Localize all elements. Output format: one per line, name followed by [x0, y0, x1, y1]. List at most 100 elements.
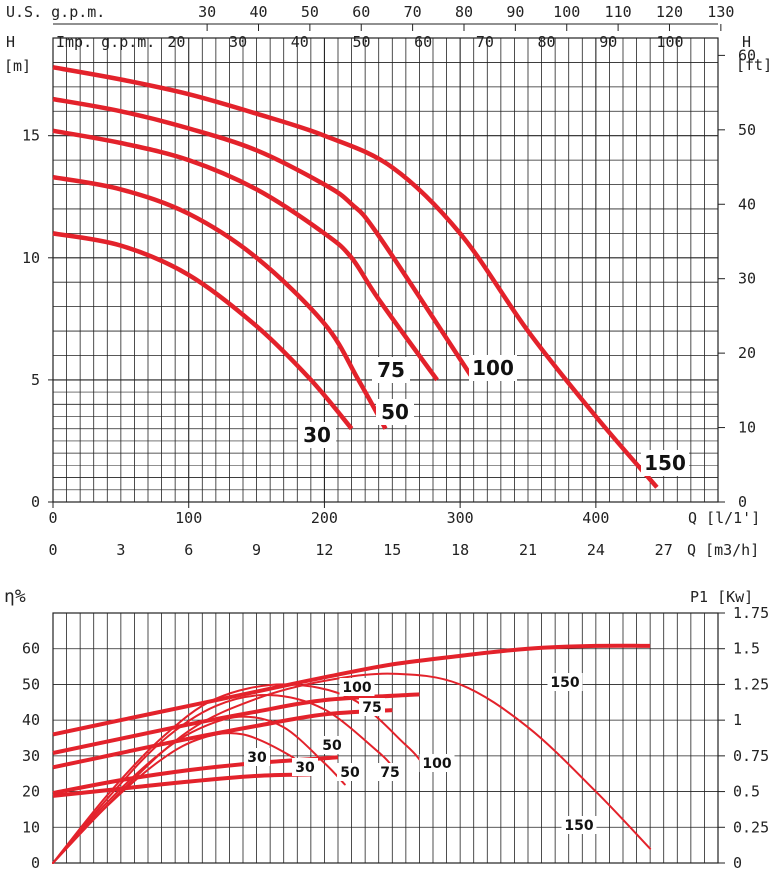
x-tick-label-lpm: 0 [48, 509, 57, 527]
y-tick-label-kw: 0.25 [733, 818, 769, 836]
head-curve-100 [52, 96, 476, 382]
y-tick-label-m: 0 [31, 493, 40, 511]
top-axis-imp-tick-label: 30 [229, 33, 247, 51]
curve-label-30: 30 [295, 760, 315, 776]
head-curve-label-50: 50 [381, 400, 409, 424]
top-axis-1-label: U.S. g.p.m. [6, 3, 105, 21]
top-axis-imp-tick-label: 100 [656, 33, 683, 51]
x-tick-label-m3h: 21 [519, 541, 537, 559]
top-axis-imp-tick-label: 20 [167, 33, 185, 51]
x-tick-label-lpm: 300 [447, 509, 474, 527]
x-tick-label-m3h: 24 [587, 541, 605, 559]
top-axis-us-tick-label: 30 [198, 3, 216, 21]
y-tick-label-kw: 1 [733, 711, 742, 729]
curve-label-100-bg [419, 754, 455, 772]
power-curve-30 [52, 772, 311, 798]
curve-label-50: 50 [322, 738, 342, 754]
y-tick-label-m: 5 [31, 371, 40, 389]
x-axis-label-lpm: Q [l/1'] [688, 509, 760, 527]
curve-label-30-bg [292, 758, 318, 776]
curve-label-150-bg [561, 816, 597, 834]
head-curve-label-30-bg [298, 422, 336, 448]
x-tick-label-m3h: 18 [451, 541, 469, 559]
y-tick-label-pct: 40 [22, 711, 40, 729]
y-tick-label-ft: 40 [738, 195, 756, 213]
efficiency-curve-75 [52, 694, 394, 864]
y-tick-label-pct: 10 [22, 818, 40, 836]
right-axis-label-2: [ft] [736, 56, 772, 74]
top-axis-us-tick-label: 80 [455, 3, 473, 21]
top-axis-us-tick-label: 90 [506, 3, 524, 21]
x-tick-label-m3h: 6 [184, 541, 193, 559]
efficiency-axis-label: η% [4, 586, 26, 607]
curve-label-100: 100 [342, 680, 371, 696]
curve-label-100: 100 [422, 756, 451, 772]
curve-label-75: 75 [380, 765, 399, 781]
curve-label-75: 75 [362, 700, 381, 716]
y-tick-label-kw: 0.5 [733, 783, 760, 801]
head-curve-30 [52, 231, 354, 431]
y-tick-label-kw: 1.25 [733, 675, 769, 693]
y-tick-label-pct: 60 [22, 640, 40, 658]
y-tick-label-kw: 1.75 [733, 604, 769, 622]
y-tick-label-pct: 0 [31, 854, 40, 870]
x-tick-label-m3h: 12 [315, 541, 333, 559]
top-axis-us-tick-label: 100 [553, 3, 580, 21]
head-curve-label-75-bg [372, 357, 410, 383]
head-curve-label-30: 30 [303, 423, 331, 447]
curve-label-30-bg [244, 748, 270, 766]
head-curve-label-50-bg [376, 399, 414, 425]
x-tick-label-m3h: 0 [48, 541, 57, 559]
top-axis-imp-tick-label: 90 [599, 33, 617, 51]
top-axis-imp-tick-label: 60 [414, 33, 432, 51]
top-axis-us-tick-label: 120 [656, 3, 683, 21]
y-tick-label-m: 15 [22, 127, 40, 145]
head-curve-label-150: 150 [644, 451, 686, 475]
head-curve-50 [52, 174, 388, 430]
head-curve-label-100: 100 [472, 356, 514, 380]
head-curve-75 [52, 128, 439, 382]
head-curve-150 [52, 65, 659, 489]
efficiency-curve-30 [52, 732, 312, 864]
curve-label-50-bg [319, 736, 345, 754]
y-tick-label-kw: 1.5 [733, 640, 760, 658]
efficiency-curve-100 [52, 683, 421, 864]
curve-label-75-bg [377, 763, 403, 781]
bottom-plot-frame [52, 612, 719, 864]
power-axis-label: P1 [Kw] [690, 588, 753, 606]
top-axis-2-label: Imp. g.p.m. [56, 33, 155, 51]
curve-label-50: 50 [340, 765, 360, 781]
x-tick-label-m3h: 3 [116, 541, 125, 559]
y-tick-label-ft: 30 [738, 270, 756, 288]
top-axis-us-tick-label: 70 [404, 3, 422, 21]
curve-label-150-bg [547, 673, 583, 691]
top-axis-imp-tick-label: 80 [538, 33, 556, 51]
curve-label-150: 150 [564, 818, 593, 834]
curve-label-100-bg [339, 678, 375, 696]
curve-label-30: 30 [247, 750, 267, 766]
top-axis-imp-tick-label: 70 [476, 33, 494, 51]
x-tick-label-m3h: 9 [252, 541, 261, 559]
y-tick-label-ft: 60 [738, 46, 756, 64]
y-tick-label-pct: 30 [22, 747, 40, 765]
left-axis-label-1: H [6, 33, 15, 51]
top-axis-us-tick-label: 50 [301, 3, 319, 21]
left-axis-label-2: [m] [4, 57, 31, 75]
curve-label-50-bg [337, 763, 363, 781]
y-tick-label-kw: 0.75 [733, 747, 769, 765]
curve-label-75-bg [359, 698, 385, 716]
power-curve-75 [52, 708, 393, 770]
top-axis-us-tick-label: 40 [249, 3, 267, 21]
power-curve-150 [52, 643, 651, 737]
y-tick-label-m: 10 [22, 249, 40, 267]
y-tick-label-ft: 20 [738, 344, 756, 362]
y-tick-label-pct: 50 [22, 675, 40, 693]
x-tick-label-lpm: 400 [582, 509, 609, 527]
power-curve-100 [52, 692, 420, 755]
head-curve-label-75: 75 [377, 358, 405, 382]
x-tick-label-m3h: 15 [383, 541, 401, 559]
efficiency-curve-150 [52, 672, 652, 864]
top-plot-frame [52, 37, 719, 503]
top-axis-us-tick-label: 110 [605, 3, 632, 21]
y-tick-label-pct: 20 [22, 783, 40, 801]
